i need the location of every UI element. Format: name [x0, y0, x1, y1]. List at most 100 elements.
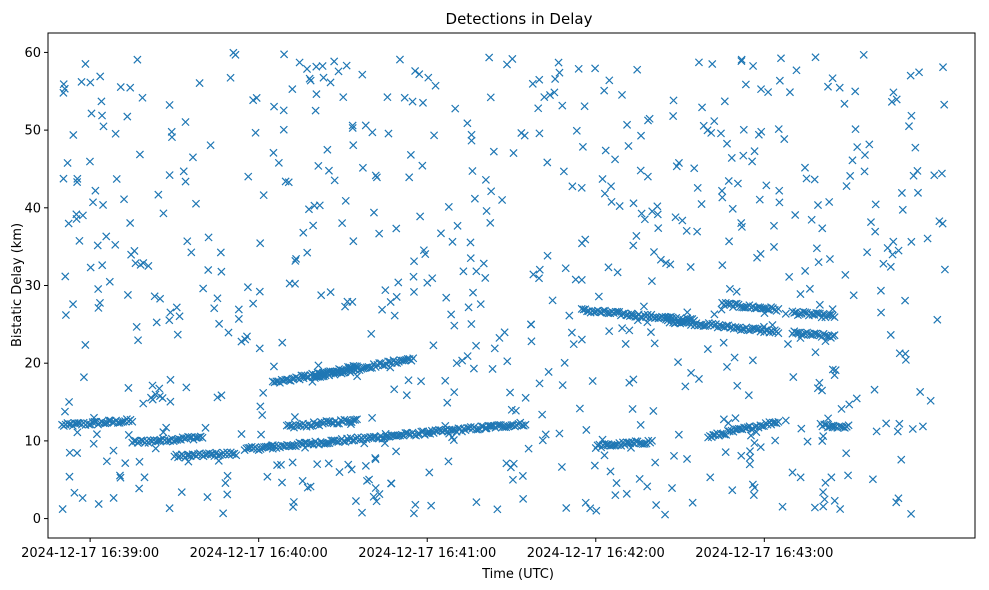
- detection-point: [346, 368, 355, 377]
- detection-point: [226, 73, 235, 82]
- detection-point: [447, 426, 456, 435]
- detection-point: [769, 221, 779, 230]
- detection-point: [308, 377, 317, 386]
- detection-point: [109, 446, 118, 455]
- detection-point: [493, 505, 502, 514]
- detection-point: [586, 504, 595, 513]
- detection-point: [860, 167, 869, 176]
- detection-point: [852, 394, 861, 403]
- detection-point: [152, 318, 161, 327]
- detection-point: [105, 416, 114, 425]
- detection-point: [503, 357, 512, 366]
- detection-point: [290, 413, 299, 422]
- detection-point: [288, 442, 297, 451]
- detection-point: [73, 449, 82, 458]
- detection-point: [623, 120, 632, 129]
- detection-point: [783, 339, 792, 349]
- detection-point: [448, 237, 457, 246]
- detection-point: [848, 156, 857, 165]
- detection-point: [746, 453, 755, 462]
- detection-point: [128, 417, 137, 426]
- detection-point: [828, 331, 837, 340]
- detection-point: [846, 171, 855, 180]
- detection-point: [371, 171, 380, 180]
- detection-point: [490, 344, 499, 353]
- detection-point: [476, 300, 485, 309]
- detection-point: [206, 141, 215, 150]
- detection-point: [444, 457, 453, 466]
- detection-point: [270, 102, 279, 111]
- detection-point: [427, 501, 436, 510]
- detection-point: [395, 55, 404, 64]
- detection-point: [224, 328, 233, 337]
- detection-point: [468, 167, 477, 176]
- detection-point: [778, 502, 787, 511]
- x-tick-label: 2024-12-17 16:40:00: [190, 546, 328, 561]
- detection-point: [774, 417, 783, 426]
- detection-point: [796, 290, 805, 299]
- detection-point: [112, 174, 121, 183]
- detection-point: [648, 207, 657, 216]
- detection-point: [346, 420, 355, 429]
- detection-point: [534, 274, 544, 283]
- detection-point: [560, 358, 569, 367]
- detection-point: [894, 494, 903, 503]
- detection-point: [415, 70, 424, 79]
- detection-point: [221, 479, 230, 488]
- detection-point: [472, 498, 481, 507]
- detection-point: [548, 296, 557, 305]
- detection-point: [792, 66, 801, 75]
- detection-point: [124, 430, 133, 439]
- detection-point: [481, 175, 490, 184]
- detection-point: [581, 498, 590, 507]
- detection-point: [335, 468, 344, 477]
- detection-point: [781, 309, 790, 318]
- detection-point: [402, 391, 411, 400]
- detection-point: [565, 311, 574, 320]
- detection-point: [60, 407, 70, 416]
- detection-point: [472, 267, 481, 276]
- detection-point: [453, 221, 462, 230]
- detection-point: [897, 188, 906, 197]
- detection-point: [269, 362, 278, 371]
- detection-point: [347, 465, 356, 474]
- detection-point: [775, 186, 784, 195]
- detection-point: [466, 254, 475, 263]
- detection-point: [534, 104, 543, 113]
- detection-point: [344, 460, 353, 469]
- detection-point: [759, 322, 768, 331]
- detection-point: [259, 388, 268, 397]
- detection-point: [94, 499, 103, 509]
- detection-point: [92, 430, 101, 439]
- detection-point: [724, 176, 733, 186]
- detection-point: [748, 356, 757, 365]
- detection-point: [165, 171, 174, 180]
- detection-point: [930, 171, 939, 180]
- detection-point: [150, 292, 159, 301]
- detection-point: [452, 359, 461, 368]
- detection-point: [75, 236, 84, 245]
- detection-point: [830, 331, 839, 340]
- detection-point: [775, 198, 784, 207]
- detection-point: [167, 133, 176, 142]
- detection-point: [295, 58, 304, 67]
- detection-point: [91, 186, 100, 195]
- detection-point: [213, 393, 222, 402]
- detection-point: [375, 229, 384, 238]
- detection-point: [416, 212, 425, 221]
- detection-point: [201, 423, 210, 432]
- detection-point: [817, 386, 827, 395]
- detection-point: [378, 434, 387, 443]
- detection-point: [604, 263, 613, 272]
- detection-point: [86, 78, 95, 87]
- detection-point: [718, 193, 727, 202]
- detection-point: [789, 373, 798, 382]
- detection-point: [61, 272, 70, 281]
- detection-point: [444, 202, 453, 211]
- detection-point: [481, 424, 491, 433]
- detection-point: [716, 129, 725, 138]
- detection-point: [893, 427, 902, 436]
- detection-point: [312, 62, 321, 71]
- detection-point: [760, 309, 769, 318]
- detection-point: [288, 85, 297, 94]
